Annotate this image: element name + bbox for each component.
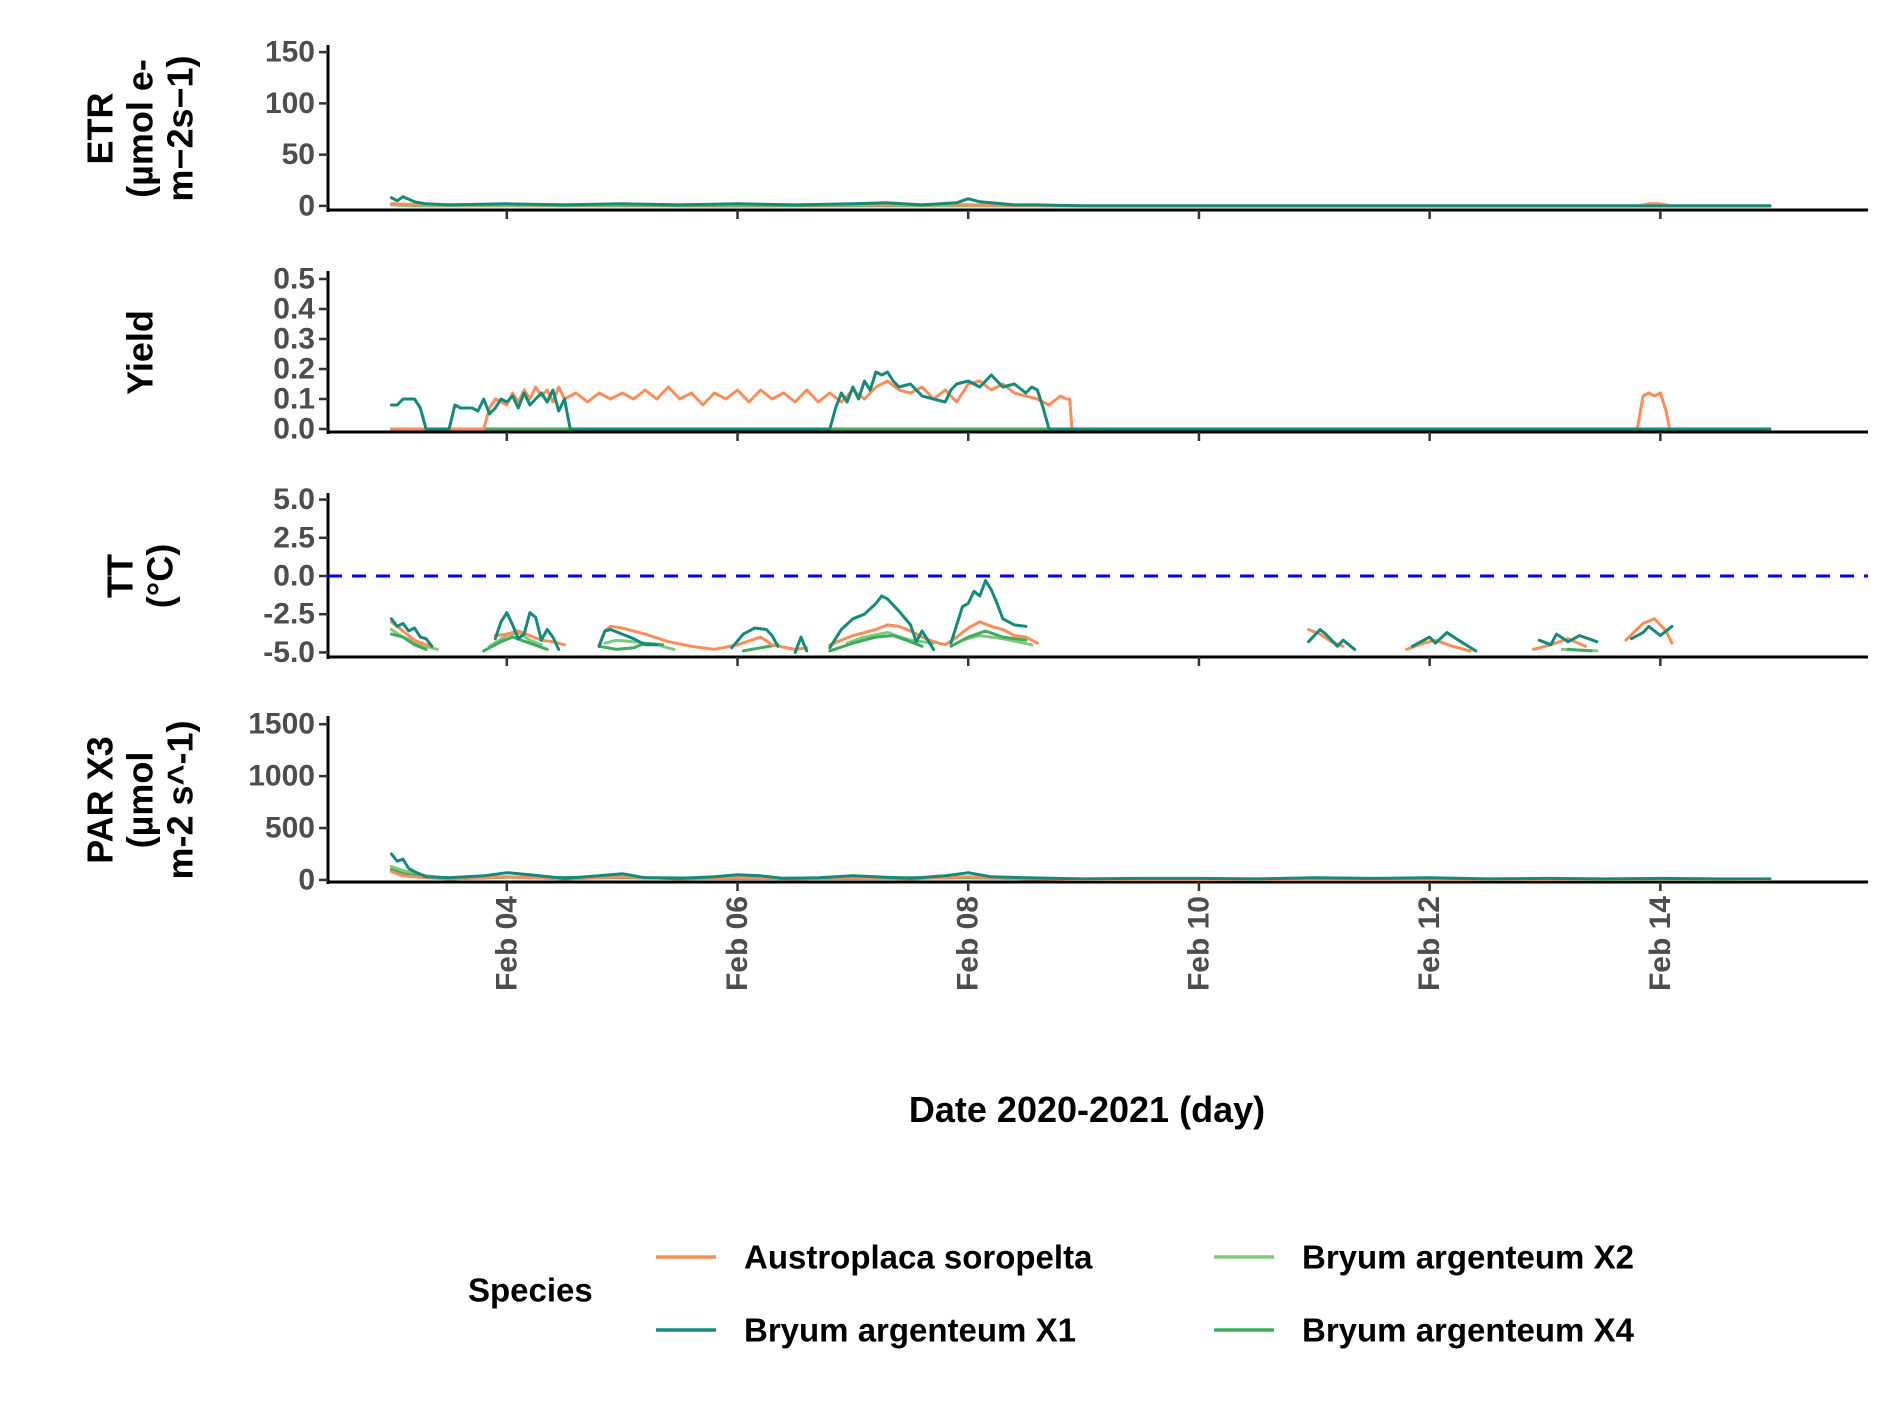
y-axis-title-line: (°C)	[140, 544, 181, 608]
series-line-austroplaca-soropelta	[389, 620, 434, 648]
y-tick-label: 0.0	[273, 560, 315, 593]
series-line-austroplaca-soropelta	[493, 629, 566, 647]
y-tick-label: 0	[298, 863, 315, 896]
legend-label: Bryum argenteum X2	[1302, 1239, 1634, 1276]
x-tick-label: Feb 06	[721, 896, 754, 991]
series-line-bryum-argenteum-x1	[1630, 624, 1674, 641]
y-tick-label: 1000	[248, 760, 315, 793]
series-line-bryum-argenteum-x4	[828, 634, 924, 653]
series-line-bryum-argenteum-x1	[730, 626, 780, 650]
legend-label: Austroplaca soropelta	[744, 1239, 1093, 1276]
y-tick-label: 0.0	[273, 413, 315, 446]
series-line-austroplaca-soropelta	[828, 620, 1039, 647]
y-tick-label: 5.0	[273, 483, 315, 516]
x-tick-label: Feb 04	[490, 896, 523, 991]
y-tick-label: 150	[265, 36, 315, 69]
series-line-austroplaca-soropelta	[389, 379, 1772, 431]
x-tick-label: Feb 10	[1182, 896, 1215, 991]
x-tick-label: Feb 08	[952, 896, 985, 991]
series-line-bryum-argenteum-x1	[493, 611, 561, 651]
series-line-bryum-argenteum-x1	[389, 195, 1772, 208]
series-line-bryum-argenteum-x1	[828, 594, 936, 651]
y-axis-title-line: (µmol	[120, 752, 161, 849]
y-tick-label: 1500	[248, 708, 315, 741]
series-line-bryum-argenteum-x2	[961, 634, 1034, 647]
y-tick-label: 0.4	[273, 293, 315, 326]
y-tick-label: -5.0	[263, 636, 315, 669]
legend-item-bryum-argenteum-x1: Bryum argenteum X1	[656, 1312, 1076, 1349]
legend-label: Bryum argenteum X1	[744, 1312, 1076, 1349]
series-line-bryum-argenteum-x4	[949, 629, 1028, 648]
legend: Species Austroplaca soropelta Bryum argen…	[468, 1239, 1635, 1349]
y-tick-label: 0.3	[273, 323, 315, 356]
legend-item-austroplaca-soropelta: Austroplaca soropelta	[656, 1239, 1093, 1276]
series-line-bryum-argenteum-x1	[949, 579, 1028, 645]
legend-title: Species	[468, 1272, 593, 1309]
y-axis-title-line: ETR	[80, 92, 121, 164]
series-line-bryum-argenteum-x1	[793, 635, 809, 654]
series-line-austroplaca-soropelta	[1532, 637, 1587, 651]
y-tick-label: 0.2	[273, 353, 315, 386]
series-line-bryum-argenteum-x1	[389, 370, 1772, 431]
y-tick-label: 0.1	[273, 383, 315, 416]
series-line-austroplaca-soropelta	[1624, 617, 1674, 645]
legend-label: Bryum argenteum X4	[1302, 1312, 1635, 1349]
legend-item-bryum-argenteum-x4: Bryum argenteum X4	[1214, 1312, 1635, 1349]
chart-panels: ETR (µmol e-m−2s−1)050100150Yield0.00.10.…	[80, 36, 1868, 896]
y-tick-label: 0.5	[273, 263, 315, 296]
series-line-bryum-argenteum-x1	[597, 628, 659, 648]
x-axis-title: Date 2020-2021 (day)	[909, 1089, 1265, 1130]
panel-par: PAR X3 (µmol m-2 s^-1) 0 500 1000 1500	[80, 708, 1868, 896]
y-axis-title-line: (µmol e-	[120, 59, 161, 198]
y-axis-title-line: Yield	[120, 310, 161, 395]
y-axis-title-line: PAR X3	[80, 736, 121, 863]
x-axis: Feb 04 Feb 06 Feb 08 Feb 10 Feb 12 Feb 14	[490, 896, 1677, 991]
series-line-bryum-argenteum-x2	[603, 638, 676, 651]
panel-tt: TT (°C) -5.0 -2.5 0.0 2.5 5.0	[100, 483, 1868, 669]
series-line-austroplaca-soropelta	[1307, 628, 1345, 648]
x-tick-label: Feb 12	[1413, 896, 1446, 991]
y-axis-title-line: m−2s−1)	[160, 55, 201, 201]
legend-item-bryum-argenteum-x2: Bryum argenteum X2	[1214, 1239, 1634, 1276]
series-line-bryum-argenteum-x1	[1410, 631, 1478, 653]
series-line-bryum-argenteum-x1	[1307, 628, 1357, 651]
y-tick-label: -2.5	[263, 598, 315, 631]
y-tick-label: 0	[298, 189, 315, 222]
y-tick-label: 100	[265, 87, 315, 120]
y-tick-label: 500	[265, 812, 315, 845]
series-line-bryum-argenteum-x4	[1566, 647, 1593, 653]
series-line-bryum-argenteum-x1	[389, 617, 434, 648]
x-tick-label: Feb 14	[1644, 896, 1677, 991]
panel-etr: ETR (µmol e-m−2s−1) 0 50 100 150	[80, 36, 1868, 222]
panel-yield: Yield 0.00.10.20.30.40.5	[120, 263, 1868, 446]
series-line-bryum-argenteum-x1	[1537, 632, 1599, 647]
y-tick-label: 2.5	[273, 521, 315, 554]
series-line-austroplaca-soropelta	[597, 624, 809, 651]
y-tick-label: 50	[282, 138, 315, 171]
series-line-bryum-argenteum-x4	[389, 632, 428, 651]
series-line-austroplaca-soropelta	[1405, 638, 1472, 653]
series-line-bryum-argenteum-x1	[389, 852, 1772, 881]
y-axis-title-line: TT	[100, 554, 141, 598]
series-line-bryum-argenteum-x4	[482, 635, 549, 653]
y-axis-title-line: m-2 s^-1)	[160, 720, 201, 879]
